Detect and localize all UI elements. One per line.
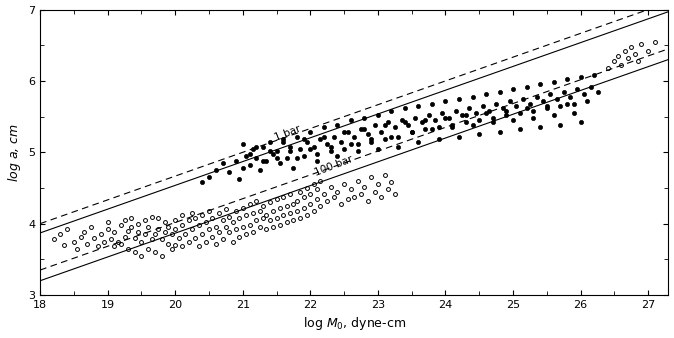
X-axis label: log $M_0$, dyne-cm: log $M_0$, dyne-cm xyxy=(303,315,406,333)
Y-axis label: log $a$, cm: log $a$, cm xyxy=(5,123,22,182)
Text: 100 bar: 100 bar xyxy=(313,154,355,177)
Text: 1 bar: 1 bar xyxy=(273,123,302,143)
